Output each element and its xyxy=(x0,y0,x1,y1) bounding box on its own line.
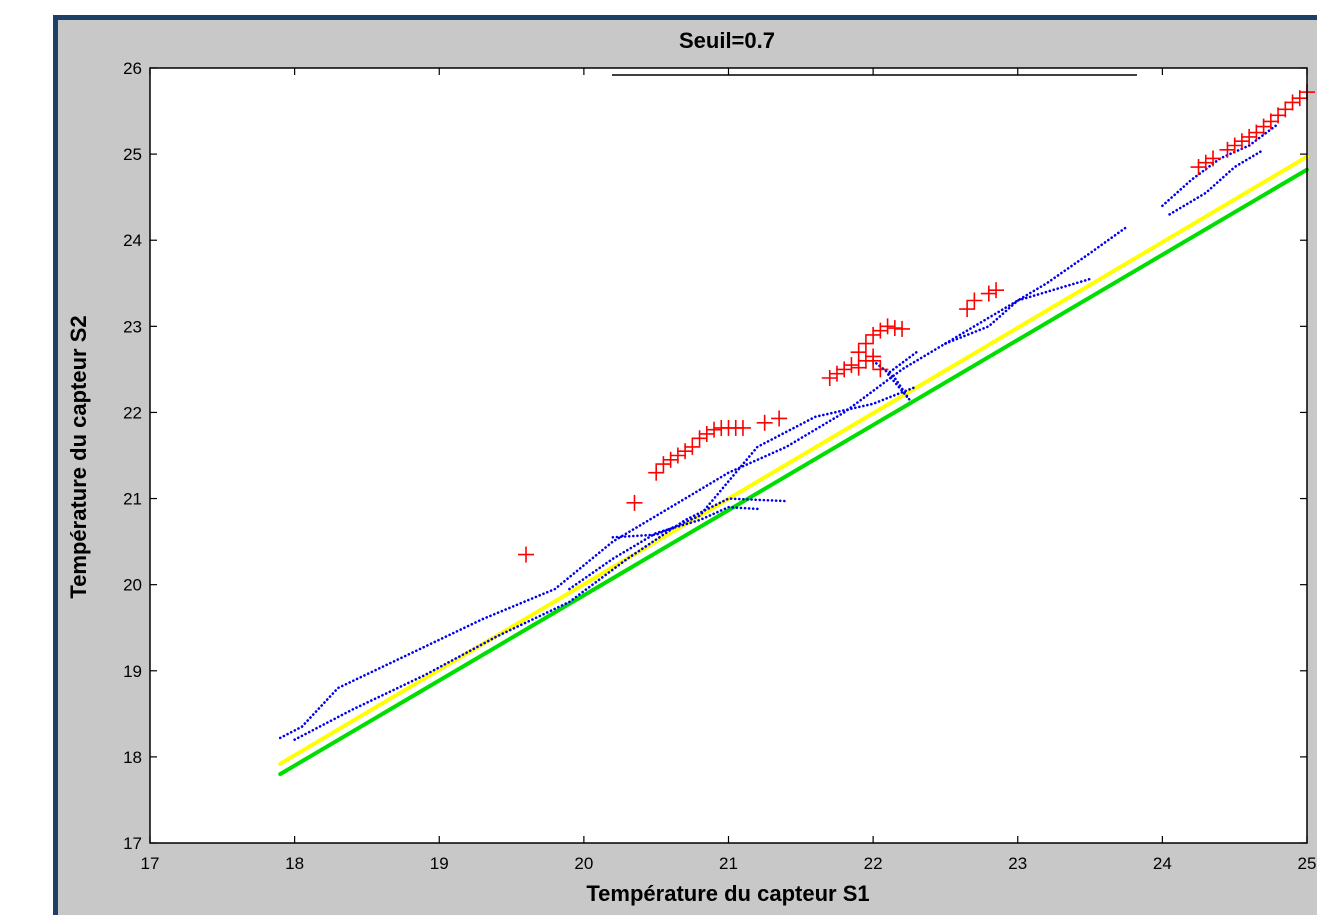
data-point-marker xyxy=(1241,128,1258,145)
data-point-marker xyxy=(771,410,788,427)
data-point-marker xyxy=(756,414,773,431)
y-tick-label: 20 xyxy=(123,576,142,595)
data-point-marker xyxy=(857,335,874,352)
data-point-marker xyxy=(677,443,694,460)
data-point-marker xyxy=(879,318,896,335)
y-tick-label: 23 xyxy=(123,317,142,336)
series-line-1 xyxy=(278,167,1309,777)
data-point-marker xyxy=(959,301,976,318)
y-tick-label: 18 xyxy=(123,748,142,767)
data-point-marker xyxy=(1233,133,1250,150)
data-point-marker xyxy=(894,320,911,337)
data-point-marker xyxy=(966,292,983,309)
data-point-marker xyxy=(843,357,860,374)
data-point-marker xyxy=(706,421,723,438)
data-point-marker xyxy=(980,285,997,302)
data-point-marker xyxy=(828,365,845,382)
data-point-marker xyxy=(865,352,882,369)
x-tick-label: 19 xyxy=(430,854,449,873)
data-point-marker xyxy=(626,494,643,511)
plot-area xyxy=(150,68,1307,843)
x-tick-label: 22 xyxy=(864,854,883,873)
x-tick-label: 18 xyxy=(285,854,304,873)
data-point-marker xyxy=(691,430,708,447)
tick-group: 17 18 19 20 21 22 23 24 25 17 18 19 20 21 22 23 24 25 26 xyxy=(123,59,1316,873)
x-tick-label: 20 xyxy=(574,854,593,873)
x-tick-label: 23 xyxy=(1008,854,1027,873)
data-point-marker xyxy=(886,320,903,337)
y-tick-label: 25 xyxy=(123,145,142,164)
data-point-marker xyxy=(648,464,665,481)
data-point-marker xyxy=(518,546,535,563)
series-line-9 xyxy=(1168,148,1265,216)
x-tick-label: 25 xyxy=(1298,854,1317,873)
series-line-6 xyxy=(871,350,918,401)
data-point-marker xyxy=(850,344,867,361)
data-point-marker xyxy=(684,438,701,455)
y-axis-title: Température du capteur S2 xyxy=(66,315,91,598)
x-tick-label: 17 xyxy=(141,854,160,873)
data-point-marker xyxy=(669,447,686,464)
x-tick-label: 21 xyxy=(719,854,738,873)
chart-title: Seuil=0.7 xyxy=(679,28,775,53)
series-group xyxy=(278,84,1315,777)
y-tick-label: 19 xyxy=(123,662,142,681)
y-tick-label: 21 xyxy=(123,490,142,509)
series-line-0 xyxy=(278,154,1309,766)
data-point-marker xyxy=(662,451,679,468)
data-point-marker xyxy=(655,456,672,473)
data-point-marker xyxy=(1284,94,1301,111)
data-point-marker xyxy=(1226,137,1243,154)
y-tick-label: 17 xyxy=(123,834,142,853)
data-point-marker xyxy=(1204,150,1221,167)
data-point-marker xyxy=(872,322,889,339)
data-point-marker xyxy=(821,370,838,386)
y-tick-label: 22 xyxy=(123,403,142,422)
data-point-marker xyxy=(850,359,867,376)
y-tick-label: 24 xyxy=(123,231,142,250)
data-point-marker xyxy=(865,326,882,343)
series-line-7 xyxy=(944,277,1092,345)
series-line-4 xyxy=(568,505,759,591)
data-point-marker xyxy=(734,419,751,436)
data-point-marker xyxy=(1219,141,1236,158)
y-tick-label: 26 xyxy=(123,59,142,78)
x-tick-label: 24 xyxy=(1153,854,1172,873)
data-point-marker xyxy=(836,361,853,378)
data-point-marker xyxy=(1277,101,1294,118)
series-line-2 xyxy=(278,226,1128,740)
data-point-marker xyxy=(698,425,715,442)
series-line-3 xyxy=(293,497,788,742)
data-point-marker xyxy=(1197,154,1214,171)
data-point-marker xyxy=(1190,159,1207,176)
data-point-marker xyxy=(988,282,1005,299)
data-point-marker xyxy=(872,361,889,378)
x-axis-title: Température du capteur S1 xyxy=(586,881,869,906)
series-line-5 xyxy=(611,385,918,539)
